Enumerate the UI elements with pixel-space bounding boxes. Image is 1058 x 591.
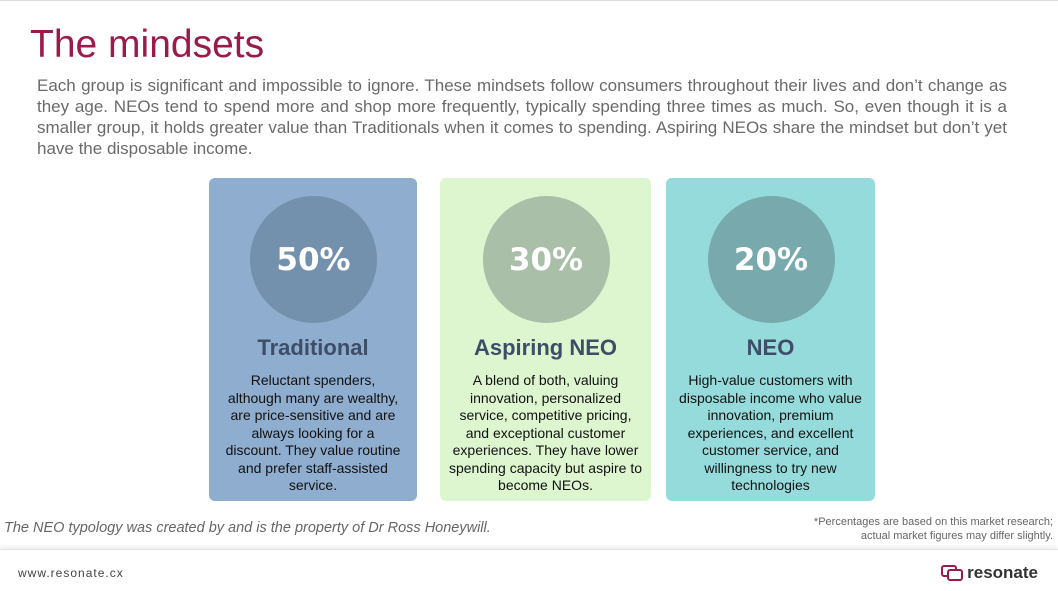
title: The mindsets [30,23,265,66]
footer-url[interactable]: www.resonate.cx [18,566,124,580]
card-name: Aspiring NEO [473,335,617,360]
intro: Each group is significant and impossible… [37,76,1007,158]
brand-logo: resonate [941,563,1038,583]
card-description: Reluctant spenders, although many are we… [225,372,401,493]
card-name: Traditional [257,335,369,360]
percent: 30% [482,196,610,323]
card-description: A blend of both, valuing innovation, per… [448,372,642,493]
card-description: High-value customers with disposable inc… [679,372,862,493]
card: 30% Aspiring NEO A blend of both, valuin… [440,178,651,501]
brand-name: resonate [967,563,1038,582]
card: 50% Traditional Reluctant spenders, alth… [209,178,417,501]
percent: 20% [707,196,835,323]
percent: 50% [250,196,377,323]
card-name: NEO [746,335,795,360]
logo-icon [941,565,964,581]
credit: The NEO typology was created by and is t… [4,520,491,536]
footer-band [0,549,1058,591]
card: 20% NEO High-value customers with dispos… [666,178,875,501]
disclaimer: *Percentages are based on this market re… [813,516,1053,542]
